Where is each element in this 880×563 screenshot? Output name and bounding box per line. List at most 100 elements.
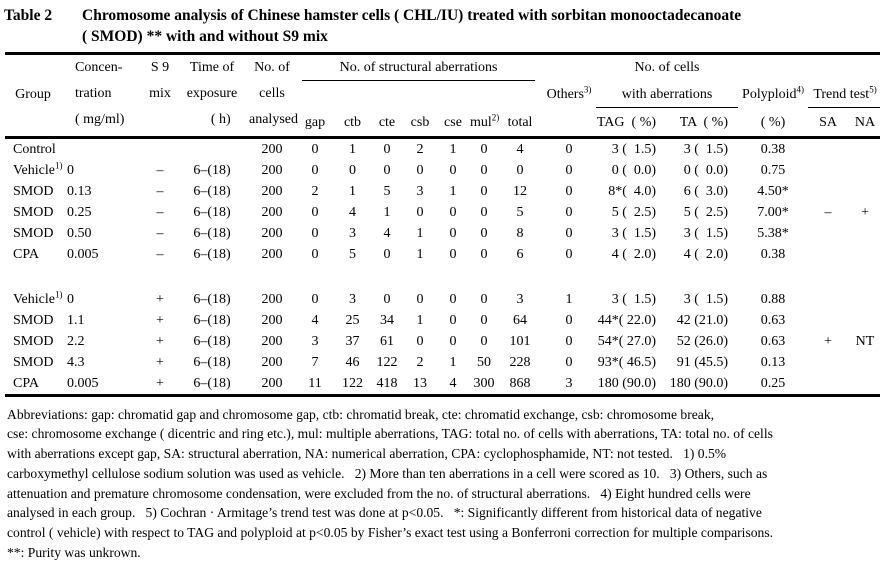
table-row: CPA 0.005 +6–(18) 200 11 122 418 13 4 300 868 3 180 … bbox=[5, 373, 880, 396]
cell-tag: 54*( 27.0) bbox=[597, 333, 657, 349]
cell-csb: 2 bbox=[416, 141, 424, 157]
cell-cse: 0 bbox=[449, 312, 457, 328]
cell-gap: 0 bbox=[311, 225, 319, 241]
col-header-polyploid-unit: ( %) bbox=[760, 114, 786, 130]
cell-cte: 1 bbox=[383, 204, 391, 220]
cell-mul: 0 bbox=[480, 291, 488, 307]
cell-total: 5 bbox=[516, 204, 524, 220]
cell-na bbox=[848, 160, 880, 181]
cell-cse: 4 bbox=[449, 375, 457, 391]
header-row-1: Group Concen- tration ( mg/ml) S 9 mix T… bbox=[5, 54, 880, 127]
footnotes: Abbreviations: gap: chromatid gap and ch… bbox=[4, 405, 878, 563]
cell-group: Vehicle1) bbox=[13, 288, 63, 307]
cell-cte: 0 bbox=[383, 291, 391, 307]
footnote-line: control ( vehicle) with respect to TAG a… bbox=[7, 525, 774, 541]
cell-tag: 180 (90.0) bbox=[597, 375, 657, 391]
footnote-line: **: Purity was unkrown. bbox=[7, 545, 141, 561]
cell-cells-analysed: 200 bbox=[261, 162, 283, 178]
table-row: SMOD 4.3 +6–(18) 200 7 46 122 2 1 50 228 0 93*( 46.5… bbox=[5, 352, 880, 373]
cell-cte: 61 bbox=[380, 333, 394, 349]
cell-na: + bbox=[861, 204, 869, 220]
cell-ctb: 122 bbox=[342, 375, 363, 391]
cell-polyploid: 4.50* bbox=[757, 183, 789, 199]
cell-na bbox=[848, 223, 880, 244]
header-spacer bbox=[542, 54, 596, 82]
cell-ctb: 25 bbox=[345, 312, 360, 328]
cell-cells-analysed: 200 bbox=[261, 183, 283, 199]
cell-polyploid: 0.63 bbox=[760, 312, 786, 328]
table-row: SMOD 2.2 +6–(18) 200 3 37 61 0 0 0 101 0 54*( 27.0) 5… bbox=[5, 331, 880, 352]
cell-s9-mix: – bbox=[156, 183, 164, 199]
trend-test-label: Trend test5) bbox=[808, 83, 880, 108]
cell-ctb: 1 bbox=[349, 183, 356, 199]
cell-polyploid: 7.00* bbox=[757, 204, 789, 220]
cell-time-of-exposure: 6–(18) bbox=[193, 162, 231, 178]
others-footnote-mark: 3) bbox=[583, 83, 592, 94]
table-row: SMOD 0.25 – 6–(18) 200 0 4 1 0 0 0 5 0 5 ( 2.5) 5 ( 2.… bbox=[5, 202, 880, 223]
trend-test-footnote-mark: 5) bbox=[869, 83, 877, 94]
cell-total: 64 bbox=[513, 312, 527, 328]
cell-gap: 11 bbox=[308, 375, 322, 391]
cell-cse: 0 bbox=[449, 246, 457, 262]
mul-footnote-mark: 2) bbox=[491, 111, 500, 122]
cell-concentration: 4.3 bbox=[67, 354, 85, 370]
cell-concentration: 0.50 bbox=[67, 225, 92, 241]
cell-total: 868 bbox=[509, 375, 531, 391]
cell-total: 101 bbox=[509, 333, 531, 349]
cell-group: CPA bbox=[13, 375, 39, 391]
table-row: CPA 0.005 – 6–(18) 200 0 5 0 1 0 0 6 0 4 ( 2.0) 4 ( 2.… bbox=[5, 244, 880, 265]
cell-csb: 13 bbox=[413, 375, 427, 391]
cell-sa bbox=[808, 244, 848, 265]
group-footnote-mark: 1) bbox=[54, 159, 63, 170]
col-header-tag: TAG ( %) bbox=[596, 114, 657, 130]
cell-time-of-exposure: 6–(18) bbox=[193, 246, 231, 262]
table-row: SMOD 1.1 +6–(18) 200 4 25 34 1 0 0 64 0 44*( 22.0) 42… bbox=[5, 310, 880, 331]
cell-others: 0 bbox=[565, 354, 573, 370]
cell-ta: 3 ( 1.5) bbox=[683, 291, 729, 307]
cell-gap: 3 bbox=[311, 333, 319, 349]
cell-csb: 1 bbox=[416, 312, 424, 328]
separator-cell bbox=[5, 265, 880, 289]
footnote-line: cse: chromosome exchange ( dicentric and… bbox=[7, 426, 773, 442]
cell-na bbox=[848, 244, 880, 265]
cell-cse: 0 bbox=[449, 333, 457, 349]
cell-cse: 1 bbox=[449, 183, 457, 199]
cell-polyploid: 0.63 bbox=[760, 333, 786, 349]
cell-group: SMOD bbox=[13, 312, 54, 328]
cell-group: Vehicle1) bbox=[13, 159, 63, 178]
cell-ctb: 5 bbox=[349, 246, 356, 262]
cell-cells-analysed: 200 bbox=[261, 246, 283, 262]
cell-total: 6 bbox=[516, 246, 524, 262]
cell-ctb: 1 bbox=[349, 141, 356, 157]
cell-cells-analysed: 200 bbox=[261, 354, 283, 370]
cell-time-of-exposure: 6–(18) bbox=[193, 291, 231, 307]
cell-gap: 0 bbox=[311, 204, 319, 220]
col-header-time-of-exposure: Time of exposure ( h) bbox=[186, 60, 238, 127]
cell-s9-mix: + bbox=[156, 333, 164, 349]
cell-na bbox=[848, 373, 880, 396]
cell-ta: 52 (26.0) bbox=[676, 333, 729, 349]
table-body: Control 200 0 1 0 2 1 0 4 0 3 ( 1.5) 3 ( 1.5) 0.38 Ve… bbox=[5, 137, 880, 395]
cell-ctb: 3 bbox=[349, 291, 356, 307]
table-row: Vehicle1) 0 +6–(18) 200 0 3 0 0 0 0 3 1 3 ( 1.5) 3 ( … bbox=[5, 289, 880, 310]
cell-mul: 0 bbox=[480, 312, 488, 328]
col-header-group: Group bbox=[15, 87, 51, 103]
cell-cte: 5 bbox=[383, 183, 391, 199]
cell-time-of-exposure: 6–(18) bbox=[193, 333, 231, 349]
cell-s9-mix: + bbox=[156, 312, 164, 328]
col-header-ta: TA ( %) bbox=[679, 114, 729, 130]
footnote-line: analysed in each group. 5) Cochran · Arm… bbox=[7, 505, 762, 521]
cell-s9-mix bbox=[145, 137, 175, 160]
cell-group: SMOD bbox=[13, 225, 54, 241]
cell-polyploid: 0.88 bbox=[760, 291, 786, 307]
cell-sa: + bbox=[824, 333, 832, 349]
table-row: Vehicle1) 0–6–(18) 200 0 0 0 0 0 0 0 0 0 ( 0.0) 0 ( … bbox=[5, 160, 880, 181]
col-header-trend-test: Trend test5) bbox=[808, 82, 880, 110]
cell-sa bbox=[808, 181, 848, 202]
col-header-na: NA bbox=[854, 114, 876, 130]
col-header-s9-mix: S 9 mix bbox=[149, 60, 171, 101]
cell-concentration: 0.005 bbox=[67, 246, 99, 262]
caption-line-2: ( SMOD) ** with and without S9 mix bbox=[82, 28, 328, 45]
cell-ctb: 46 bbox=[345, 354, 360, 370]
